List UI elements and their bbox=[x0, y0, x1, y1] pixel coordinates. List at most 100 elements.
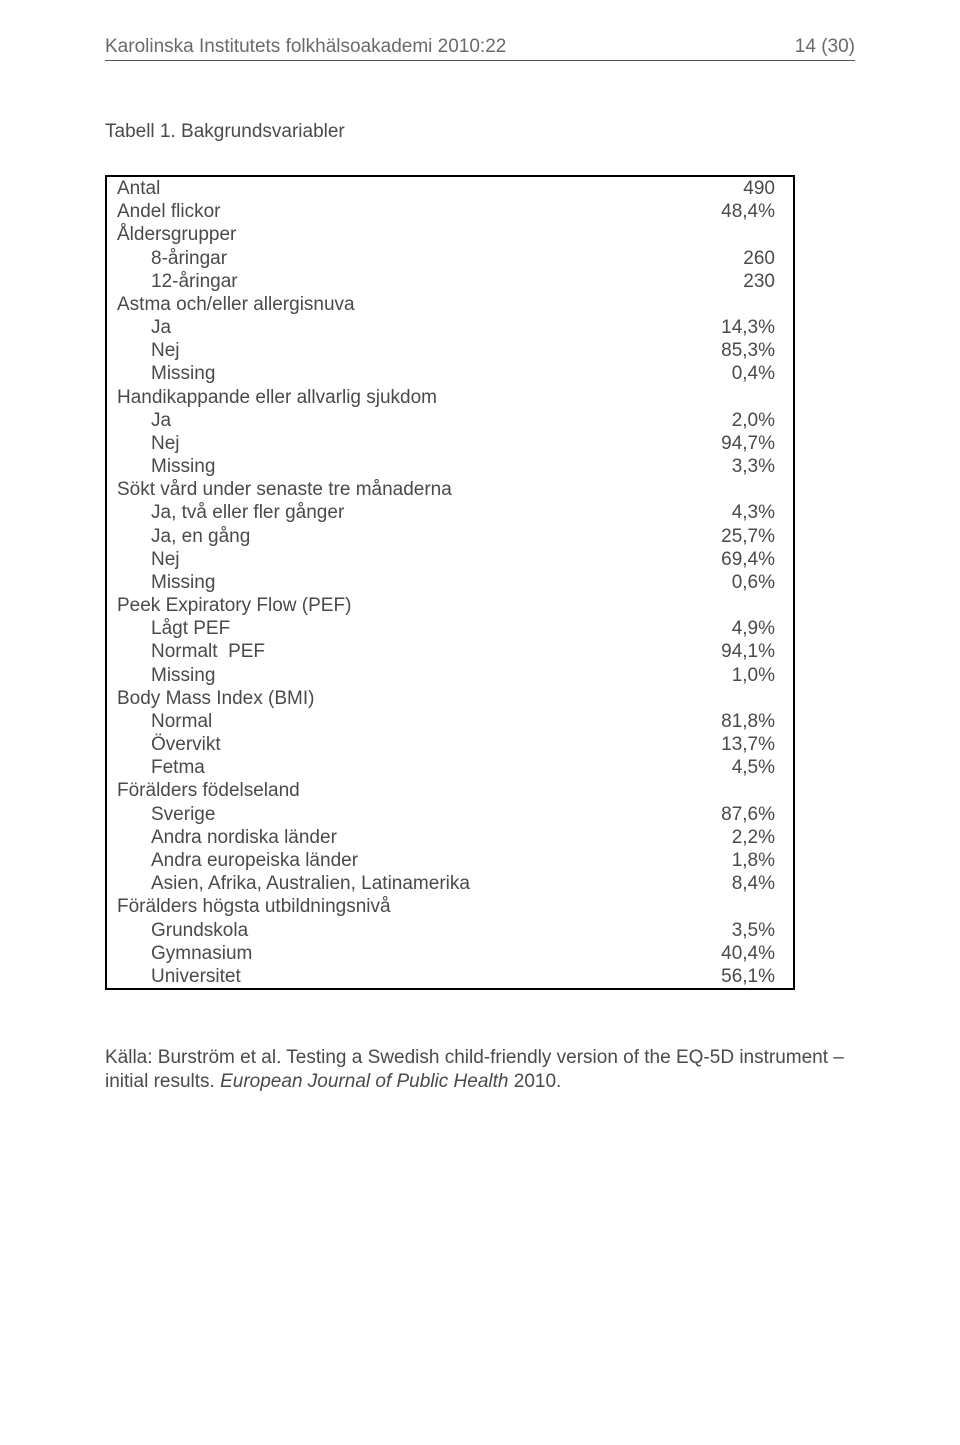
table-row: Andel flickor48,4% bbox=[107, 200, 793, 223]
row-label: Peek Expiratory Flow (PEF) bbox=[107, 594, 653, 617]
row-value bbox=[653, 687, 793, 710]
row-value: 1,8% bbox=[653, 849, 793, 872]
row-label: Body Mass Index (BMI) bbox=[107, 687, 653, 710]
row-value: 69,4% bbox=[653, 548, 793, 571]
row-value: 260 bbox=[653, 247, 793, 270]
row-label: 8-åringar bbox=[107, 247, 653, 270]
row-value: 87,6% bbox=[653, 803, 793, 826]
row-label: Missing bbox=[107, 455, 653, 478]
row-label: Ja, en gång bbox=[107, 525, 653, 548]
table-row: Normal81,8% bbox=[107, 710, 793, 733]
row-label: Sverige bbox=[107, 803, 653, 826]
row-value bbox=[653, 478, 793, 501]
row-value: 2,2% bbox=[653, 826, 793, 849]
row-value bbox=[653, 386, 793, 409]
row-value: 8,4% bbox=[653, 872, 793, 895]
table-row: Nej85,3% bbox=[107, 339, 793, 362]
row-value: 81,8% bbox=[653, 710, 793, 733]
row-label: Andra nordiska länder bbox=[107, 826, 653, 849]
table-row: Gymnasium40,4% bbox=[107, 942, 793, 965]
row-value: 4,9% bbox=[653, 617, 793, 640]
row-value: 0,4% bbox=[653, 362, 793, 385]
row-value: 490 bbox=[653, 177, 793, 200]
row-value bbox=[653, 594, 793, 617]
row-label: Antal bbox=[107, 177, 653, 200]
table-caption: Tabell 1. Bakgrundsvariabler bbox=[105, 121, 855, 143]
row-label: 12-åringar bbox=[107, 270, 653, 293]
row-label: Missing bbox=[107, 664, 653, 687]
table-row: Fetma4,5% bbox=[107, 756, 793, 779]
row-label: Handikappande eller allvarlig sjukdom bbox=[107, 386, 653, 409]
row-value: 2,0% bbox=[653, 409, 793, 432]
table-row: Astma och/eller allergisnuva bbox=[107, 293, 793, 316]
table-row: Missing1,0% bbox=[107, 664, 793, 687]
table-row: Nej69,4% bbox=[107, 548, 793, 571]
row-label: Normalt PEF bbox=[107, 640, 653, 663]
table-row: Nej94,7% bbox=[107, 432, 793, 455]
table-row: Andra europeiska länder1,8% bbox=[107, 849, 793, 872]
row-label: Grundskola bbox=[107, 919, 653, 942]
row-label: Missing bbox=[107, 362, 653, 385]
row-value: 25,7% bbox=[653, 525, 793, 548]
row-value: 56,1% bbox=[653, 965, 793, 988]
row-label: Nej bbox=[107, 432, 653, 455]
row-label: Övervikt bbox=[107, 733, 653, 756]
row-value: 85,3% bbox=[653, 339, 793, 362]
row-value: 13,7% bbox=[653, 733, 793, 756]
source-journal: European Journal of Public Health bbox=[220, 1071, 508, 1092]
table-row: 12-åringar230 bbox=[107, 270, 793, 293]
row-label: Ja bbox=[107, 316, 653, 339]
row-value: 3,3% bbox=[653, 455, 793, 478]
row-value: 94,7% bbox=[653, 432, 793, 455]
table-row: Ja2,0% bbox=[107, 409, 793, 432]
row-value: 14,3% bbox=[653, 316, 793, 339]
row-value bbox=[653, 895, 793, 918]
table-row: Normalt PEF94,1% bbox=[107, 640, 793, 663]
table-row: Missing0,4% bbox=[107, 362, 793, 385]
source-citation: Källa: Burström et al. Testing a Swedish… bbox=[105, 1046, 855, 1094]
table-row: Åldersgrupper bbox=[107, 223, 793, 246]
table-row: Missing3,3% bbox=[107, 455, 793, 478]
row-value: 0,6% bbox=[653, 571, 793, 594]
table-row: Missing0,6% bbox=[107, 571, 793, 594]
table-row: 8-åringar260 bbox=[107, 247, 793, 270]
header-right: 14 (30) bbox=[795, 36, 855, 58]
row-label: Åldersgrupper bbox=[107, 223, 653, 246]
row-label: Sökt vård under senaste tre månaderna bbox=[107, 478, 653, 501]
row-label: Förälders födelseland bbox=[107, 779, 653, 802]
row-value bbox=[653, 293, 793, 316]
row-label: Normal bbox=[107, 710, 653, 733]
source-suffix: 2010. bbox=[508, 1071, 561, 1092]
row-label: Missing bbox=[107, 571, 653, 594]
row-label: Förälders högsta utbildningsnivå bbox=[107, 895, 653, 918]
table-row: Förälders födelseland bbox=[107, 779, 793, 802]
row-label: Astma och/eller allergisnuva bbox=[107, 293, 653, 316]
running-header: Karolinska Institutets folkhälsoakademi … bbox=[105, 36, 855, 61]
row-value: 230 bbox=[653, 270, 793, 293]
table-row: Universitet56,1% bbox=[107, 965, 793, 988]
row-value bbox=[653, 223, 793, 246]
row-label: Fetma bbox=[107, 756, 653, 779]
row-value: 1,0% bbox=[653, 664, 793, 687]
table-row: Sökt vård under senaste tre månaderna bbox=[107, 478, 793, 501]
table-row: Ja14,3% bbox=[107, 316, 793, 339]
row-label: Andel flickor bbox=[107, 200, 653, 223]
row-label: Asien, Afrika, Australien, Latinamerika bbox=[107, 872, 653, 895]
row-label: Ja, två eller fler gånger bbox=[107, 501, 653, 524]
table-row: Andra nordiska länder2,2% bbox=[107, 826, 793, 849]
row-value: 94,1% bbox=[653, 640, 793, 663]
row-label: Gymnasium bbox=[107, 942, 653, 965]
row-label: Universitet bbox=[107, 965, 653, 988]
table-row: Antal490 bbox=[107, 177, 793, 200]
row-label: Andra europeiska länder bbox=[107, 849, 653, 872]
data-table: Antal490Andel flickor48,4%Åldersgrupper8… bbox=[105, 175, 795, 990]
table-row: Övervikt13,7% bbox=[107, 733, 793, 756]
table-row: Grundskola3,5% bbox=[107, 919, 793, 942]
table-row: Peek Expiratory Flow (PEF) bbox=[107, 594, 793, 617]
row-value bbox=[653, 779, 793, 802]
table-row: Ja, två eller fler gånger4,3% bbox=[107, 501, 793, 524]
header-left: Karolinska Institutets folkhälsoakademi … bbox=[105, 36, 506, 58]
page: Karolinska Institutets folkhälsoakademi … bbox=[0, 0, 960, 1144]
row-value: 4,3% bbox=[653, 501, 793, 524]
row-label: Nej bbox=[107, 339, 653, 362]
